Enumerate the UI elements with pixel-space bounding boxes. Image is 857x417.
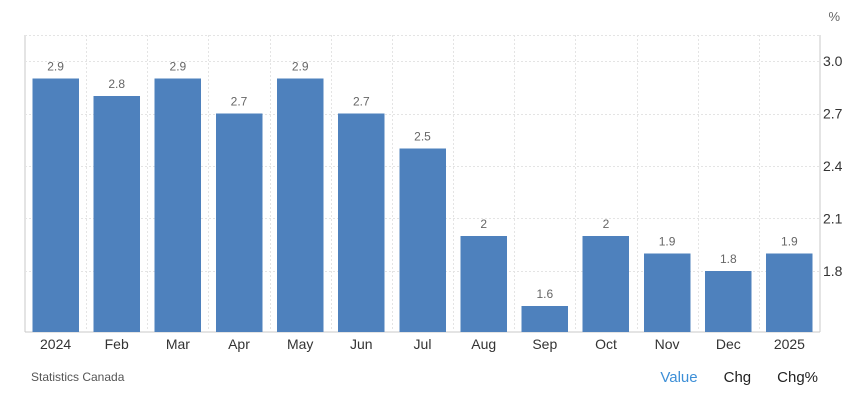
bar-dec[interactable] [705,270,752,332]
source-label: Statistics Canada [31,370,125,384]
x-tick-label: Nov [655,336,680,352]
bar-aug[interactable] [460,235,507,332]
data-label: 2.5 [414,130,431,144]
data-label: 1.8 [720,252,737,266]
bar-jun[interactable] [338,113,385,332]
view-tabs: Value Chg Chg% [660,369,818,386]
bar-feb[interactable] [93,96,141,332]
x-tick-label: 2025 [774,336,805,352]
data-label: 2.7 [353,95,370,109]
bar-jul[interactable] [399,148,446,332]
x-tick-label: May [287,336,313,352]
x-tick-label: Mar [166,336,190,352]
data-label: 2.7 [231,95,248,109]
data-label: 2 [480,217,487,231]
bars [32,78,813,332]
bar-oct[interactable] [582,235,630,332]
bar-may[interactable] [277,78,324,332]
data-label: 2.9 [292,60,309,74]
bar-nov[interactable] [643,253,691,332]
bar-sep[interactable] [521,305,569,332]
y-axis: 1.8 2.1 2.4 2.7 3.0 [823,53,843,279]
y-unit-label: % [828,9,840,24]
bar-mar[interactable] [154,78,202,332]
x-tick-label: Jul [414,336,432,352]
data-label: 1.6 [536,287,553,301]
tab-value[interactable]: Value [660,369,698,386]
x-tick-label: 2024 [40,336,71,352]
bar-2025[interactable] [766,253,813,332]
x-tick-label: Oct [595,336,617,352]
data-label: 2.9 [47,60,64,74]
x-tick-label: Apr [228,336,250,352]
y-tick-label: 2.1 [823,210,843,226]
y-tick-label: 1.8 [823,263,843,279]
x-tick-label: Sep [532,336,557,352]
data-label: 1.9 [659,234,676,248]
x-tick-label: Aug [471,336,496,352]
y-tick-label: 2.4 [823,158,843,174]
data-label: 2.8 [108,77,125,91]
data-labels: 2.9 2.8 2.9 2.7 2.9 2.7 2.5 2 1.6 2 1.9 1.8 1.9 [47,60,798,301]
tab-chg[interactable]: Chg [723,369,752,386]
y-tick-label: 3.0 [823,53,843,69]
x-tick-label: Dec [716,336,741,352]
x-axis: 2024 Feb Mar Apr May Jun Jul Aug Sep Oct Nov Dec 202… [40,336,805,352]
data-label: 1.9 [781,234,798,248]
x-tick-label: Feb [105,336,129,352]
tab-chg-percent[interactable]: Chg% [777,369,818,386]
y-tick-label: 2.7 [823,106,843,122]
data-label: 2 [603,217,610,231]
data-label: 2.9 [170,60,187,74]
bar-apr[interactable] [215,113,263,332]
x-tick-label: Jun [350,336,373,352]
bar-2024[interactable] [32,78,79,332]
